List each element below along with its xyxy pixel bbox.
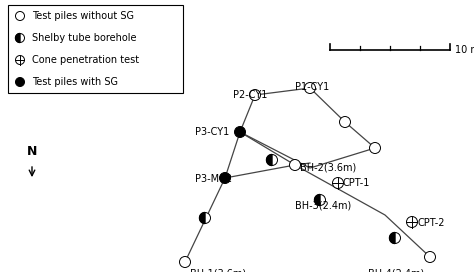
Text: BH-1(3.6m): BH-1(3.6m)	[190, 268, 246, 272]
Circle shape	[290, 159, 301, 171]
Circle shape	[16, 55, 25, 64]
Text: BH-4(2.4m): BH-4(2.4m)	[368, 268, 424, 272]
Circle shape	[266, 154, 277, 165]
Text: Test piles without SG: Test piles without SG	[32, 11, 134, 21]
Circle shape	[407, 217, 418, 227]
Circle shape	[249, 89, 261, 100]
Circle shape	[339, 116, 350, 128]
Polygon shape	[315, 194, 320, 206]
Text: Cone penetration test: Cone penetration test	[32, 55, 139, 65]
Circle shape	[332, 178, 344, 188]
Circle shape	[200, 212, 210, 224]
Text: CPT-2: CPT-2	[418, 218, 446, 228]
Text: BH-2(3.6m): BH-2(3.6m)	[300, 162, 356, 172]
Circle shape	[180, 256, 191, 267]
Polygon shape	[16, 33, 20, 42]
Circle shape	[16, 11, 25, 20]
Circle shape	[16, 78, 25, 86]
Polygon shape	[266, 154, 272, 165]
Polygon shape	[390, 233, 395, 243]
Text: P3-MC2: P3-MC2	[195, 174, 232, 184]
Text: 10 m: 10 m	[455, 45, 474, 55]
Text: P2-CY1: P2-CY1	[233, 90, 267, 100]
Text: P3-CY1: P3-CY1	[195, 127, 229, 137]
Circle shape	[370, 143, 381, 153]
Polygon shape	[200, 212, 205, 224]
Bar	[8, 5, 183, 93]
Circle shape	[315, 194, 326, 206]
Circle shape	[390, 233, 401, 243]
Circle shape	[219, 172, 230, 184]
Circle shape	[16, 33, 25, 42]
Circle shape	[425, 252, 436, 262]
Text: Test piles with SG: Test piles with SG	[32, 77, 118, 87]
Text: N: N	[27, 145, 37, 158]
Circle shape	[304, 82, 316, 94]
Text: BH-3(2.4m): BH-3(2.4m)	[295, 200, 351, 210]
Circle shape	[235, 126, 246, 138]
Text: P1-CY1: P1-CY1	[295, 82, 329, 92]
Text: Shelby tube borehole: Shelby tube borehole	[32, 33, 137, 43]
Text: CPT-1: CPT-1	[343, 178, 370, 188]
